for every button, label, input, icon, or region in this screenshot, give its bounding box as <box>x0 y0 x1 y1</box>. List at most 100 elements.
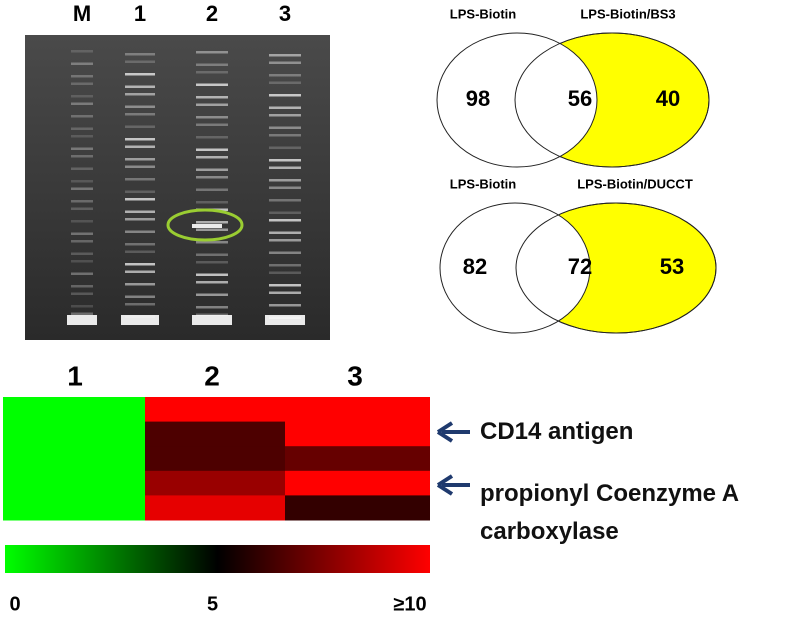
gel-band <box>269 251 301 254</box>
gel-band <box>196 116 228 119</box>
gel-band <box>125 270 155 273</box>
gel-band <box>196 293 228 296</box>
gel-band <box>269 284 301 287</box>
gel-band <box>71 240 93 243</box>
gel-band <box>125 85 155 88</box>
column-label: 3 <box>347 360 363 391</box>
gel-band <box>71 62 93 65</box>
gel-band <box>71 147 93 150</box>
heatmap-cell <box>285 397 430 423</box>
gel-band <box>125 198 155 201</box>
lane-label: M <box>73 1 91 26</box>
gel-band <box>269 211 301 214</box>
gel-band <box>269 81 301 84</box>
gel-band <box>269 126 301 129</box>
gel-band <box>125 93 155 96</box>
gel-band <box>125 263 155 266</box>
gel-band <box>125 138 155 141</box>
venn-set-label: LPS-Biotin <box>450 176 516 191</box>
heatmap-cell <box>145 397 285 423</box>
venn-count: 82 <box>463 254 487 279</box>
heatmap-cell <box>285 446 430 472</box>
gel-band <box>196 228 228 231</box>
gel-band <box>71 82 93 85</box>
column-label: 1 <box>67 360 83 391</box>
arrow-head <box>436 474 454 496</box>
venn-set-label: LPS-Biotin <box>450 6 516 21</box>
gel-band <box>121 315 159 325</box>
gel-band <box>269 186 301 189</box>
gel-band <box>125 178 155 181</box>
gel-band <box>125 53 155 56</box>
gel-band <box>196 306 228 309</box>
gel-band <box>269 159 301 162</box>
gel-band <box>269 94 301 97</box>
gel-band <box>67 315 97 325</box>
lane-label: 3 <box>279 1 291 26</box>
heatmap-cell <box>3 470 145 496</box>
gel-band <box>196 221 228 224</box>
scale-tick-label: 0 <box>9 593 20 615</box>
gel-band <box>269 231 301 234</box>
gel-band <box>196 313 228 316</box>
column-label: 2 <box>204 360 220 391</box>
annotation: propionyl Coenzyme A carboxylase <box>480 480 739 545</box>
gel-band <box>269 134 301 137</box>
gel-band <box>196 188 228 191</box>
gel-band <box>269 271 301 274</box>
gel-band <box>196 253 228 256</box>
gel-band <box>71 115 93 118</box>
gel-band <box>71 75 93 78</box>
arrow-head <box>436 421 454 443</box>
gel-band <box>71 155 93 158</box>
gel-band <box>196 201 228 204</box>
gel-band <box>71 285 93 288</box>
venn-outline <box>515 202 717 334</box>
gel-band <box>71 135 93 138</box>
gel-band <box>269 61 301 64</box>
gel-band <box>269 179 301 182</box>
gel-band <box>196 261 228 264</box>
gel-band <box>269 304 301 307</box>
venn-set-label: LPS-Biotin/BS3 <box>580 6 675 21</box>
venn-circle-left <box>436 32 598 168</box>
heatmap-cell <box>3 495 145 521</box>
gel-band <box>269 291 301 294</box>
gel-band <box>196 71 228 74</box>
heatmap-cell <box>145 421 285 447</box>
lane-label: 2 <box>206 1 218 26</box>
gel-band <box>71 272 93 275</box>
gel-band <box>71 252 93 255</box>
gel-band <box>71 232 93 235</box>
gel-band <box>192 315 232 325</box>
lane-label: 1 <box>134 1 146 26</box>
gel-band <box>269 54 301 57</box>
venn-count: 53 <box>660 254 684 279</box>
gel-image <box>25 35 330 340</box>
gel-band <box>196 83 228 86</box>
gel-band <box>196 168 228 171</box>
gel-band <box>125 210 155 213</box>
annotation: CD14 antigen <box>480 418 634 445</box>
gel-band <box>71 102 93 105</box>
venn-count: 40 <box>656 86 680 111</box>
gel-band <box>125 230 155 233</box>
gel-band <box>71 187 93 190</box>
gel-band <box>71 95 93 98</box>
gel-band <box>125 303 155 306</box>
heatmap-cell <box>285 421 430 447</box>
gel-band <box>269 166 301 169</box>
gel-band <box>269 219 301 222</box>
gel-band <box>125 145 155 148</box>
gel-band <box>71 207 93 210</box>
gel-band <box>71 50 93 53</box>
gel-band <box>125 250 155 253</box>
gel-band <box>265 315 305 325</box>
heatmap-cell <box>145 446 285 472</box>
venn-count: 98 <box>466 86 490 111</box>
venn-count: 56 <box>568 86 592 111</box>
gel-band <box>125 60 155 63</box>
gel-band <box>125 158 155 161</box>
